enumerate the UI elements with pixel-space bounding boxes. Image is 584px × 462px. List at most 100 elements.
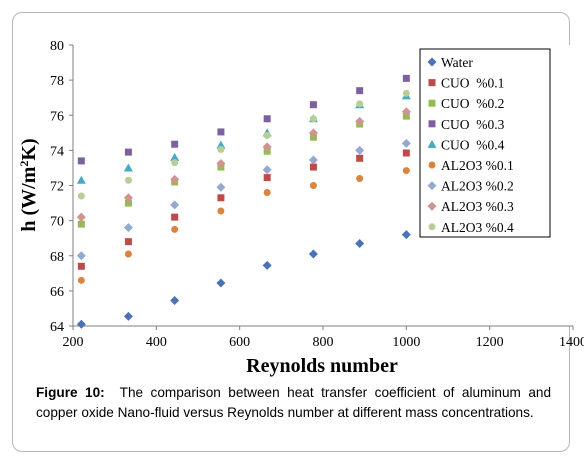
data-point <box>124 199 132 207</box>
legend-label: Water <box>441 55 473 70</box>
y-axis-title-sup: 2 <box>17 161 31 167</box>
legend-marker <box>428 120 436 128</box>
data-point <box>76 319 86 329</box>
data-point <box>217 145 225 153</box>
x-axis-title: Reynolds number <box>246 355 398 377</box>
legend-label: AL2O3 %0.2 <box>441 179 514 194</box>
data-point <box>171 213 179 221</box>
data-point <box>356 154 364 162</box>
data-point <box>216 278 226 288</box>
legend-label: CUO %0.1 <box>441 76 504 91</box>
data-point <box>123 163 133 172</box>
data-point <box>123 223 133 233</box>
caption-label: Figure 10: <box>36 385 105 400</box>
data-point <box>263 189 271 197</box>
legend-label: CUO %0.4 <box>441 137 505 152</box>
data-point <box>401 138 411 148</box>
data-point <box>355 238 365 248</box>
y-tick-label: 78 <box>50 74 64 89</box>
y-tick-label: 74 <box>50 144 64 159</box>
data-point <box>76 175 86 184</box>
data-point <box>170 152 180 161</box>
data-point <box>123 311 133 321</box>
legend-marker <box>428 79 436 87</box>
data-point <box>217 207 225 215</box>
data-point <box>77 276 85 284</box>
legend-label: AL2O3 %0.1 <box>441 158 514 173</box>
data-point <box>171 225 179 233</box>
data-point <box>77 157 85 165</box>
data-point <box>216 182 226 192</box>
data-point <box>262 260 272 270</box>
data-point <box>356 87 364 95</box>
data-point <box>77 262 85 270</box>
data-point <box>355 116 365 126</box>
ticks: 200 400 600 800 1000 1200 1400 64 66 68 70 72 74 76 78… <box>50 39 584 350</box>
legend-marker <box>427 181 437 191</box>
y-axis-title-end: K) <box>18 138 40 160</box>
data-point <box>124 238 132 246</box>
y-axis-title: h (W/m2K) <box>17 138 40 231</box>
legend-label: CUO %0.2 <box>441 96 504 111</box>
data-point <box>355 145 365 155</box>
x-tick-label: 1400 <box>559 335 584 350</box>
x-tick-label: 1200 <box>476 335 504 350</box>
data-point <box>309 182 317 189</box>
data-point <box>263 115 271 123</box>
legend-box <box>419 48 551 238</box>
series-7 <box>76 130 457 261</box>
data-point <box>308 128 318 138</box>
figure-caption: Figure 10: The comparison between heat t… <box>36 383 551 423</box>
legend: Water CUO %0.1 CUO %0.2 CUO %0.3 CUO %0.4 AL2… <box>419 48 551 238</box>
legend-marker <box>428 161 436 169</box>
legend-label: AL2O3 %0.3 <box>441 199 514 214</box>
data-point <box>77 192 85 200</box>
legend-marker <box>427 57 437 67</box>
legend-marker <box>427 139 437 148</box>
y-axis-title-main: h (W/m <box>18 166 40 231</box>
data-point <box>216 159 226 169</box>
data-point <box>262 165 272 175</box>
data-point <box>216 140 226 149</box>
data-point <box>124 148 132 156</box>
data-point <box>263 131 271 139</box>
data-point <box>402 89 410 97</box>
data-point <box>171 159 179 167</box>
data-point <box>170 296 180 306</box>
x-tick-label: 200 <box>63 335 84 350</box>
y-tick-label: 68 <box>50 250 64 265</box>
data-point <box>402 149 410 157</box>
y-tick-label: 64 <box>50 320 64 335</box>
legend-marker <box>428 223 436 231</box>
data-point <box>123 193 133 203</box>
data-point <box>308 249 318 259</box>
data-point <box>217 128 225 136</box>
y-tick-label: 76 <box>50 109 64 124</box>
x-tick-label: 600 <box>229 335 250 350</box>
y-tick-label: 66 <box>50 285 64 300</box>
legend-label: AL2O3 %0.4 <box>441 220 514 235</box>
data-point <box>356 100 364 108</box>
data-point <box>401 107 411 117</box>
data-point <box>76 251 86 261</box>
data-point <box>262 142 272 152</box>
data-point <box>308 155 318 165</box>
data-point <box>171 140 179 148</box>
data-point <box>401 230 411 240</box>
x-tick-label: 800 <box>313 335 334 350</box>
y-tick-label: 80 <box>50 39 64 54</box>
x-tick-label: 1000 <box>392 335 420 350</box>
legend-label: CUO %0.3 <box>441 117 505 132</box>
caption-text: The comparison between heat transfer coe… <box>36 385 551 420</box>
data-point <box>309 115 317 123</box>
data-point <box>402 74 410 82</box>
data-point <box>76 212 86 222</box>
data-point <box>217 194 225 202</box>
data-point <box>309 163 317 171</box>
data-point <box>309 101 317 109</box>
y-tick-label: 70 <box>50 215 64 230</box>
legend-marker <box>428 99 436 107</box>
data-point <box>124 176 132 184</box>
legend-marker <box>427 201 437 211</box>
